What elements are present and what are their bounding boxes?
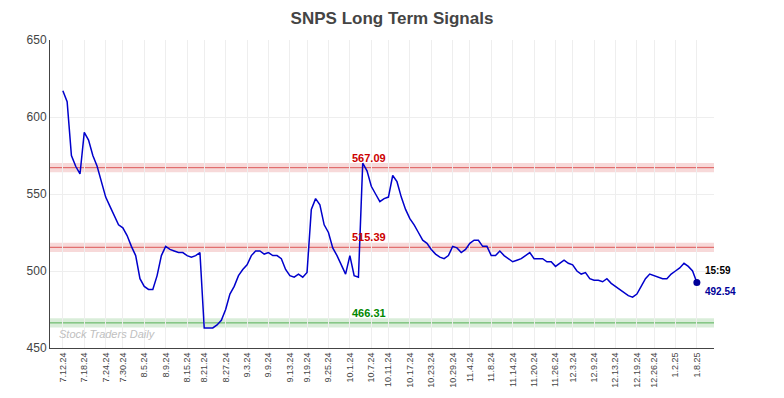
svg-text:7.30.24: 7.30.24 — [118, 353, 128, 383]
svg-text:492.54: 492.54 — [705, 286, 736, 297]
svg-text:11.20.24: 11.20.24 — [529, 353, 539, 387]
svg-text:12.13.24: 12.13.24 — [610, 353, 620, 388]
svg-text:10.17.24: 10.17.24 — [405, 353, 415, 388]
svg-text:11.26.24: 11.26.24 — [550, 353, 560, 387]
svg-text:10.7.24: 10.7.24 — [366, 353, 376, 383]
svg-text:600: 600 — [27, 110, 47, 124]
svg-text:11.8.24: 11.8.24 — [486, 353, 496, 382]
svg-text:650: 650 — [27, 33, 47, 47]
svg-text:9.25.24: 9.25.24 — [323, 353, 333, 383]
svg-text:10.29.24: 10.29.24 — [448, 353, 458, 388]
svg-text:11.4.24: 11.4.24 — [465, 353, 475, 382]
svg-text:7.18.24: 7.18.24 — [79, 353, 89, 383]
svg-text:500: 500 — [27, 264, 47, 278]
svg-text:515.39: 515.39 — [352, 231, 386, 243]
svg-text:450: 450 — [27, 341, 47, 355]
svg-text:9.3.24: 9.3.24 — [242, 353, 252, 378]
svg-text:11.14.24: 11.14.24 — [508, 353, 518, 387]
svg-text:10.23.24: 10.23.24 — [426, 353, 436, 388]
svg-text:550: 550 — [27, 187, 47, 201]
svg-text:8.9.24: 8.9.24 — [161, 353, 171, 378]
svg-text:466.31: 466.31 — [352, 307, 386, 319]
svg-text:9.13.24: 9.13.24 — [285, 353, 295, 383]
svg-text:15:59: 15:59 — [705, 265, 731, 276]
svg-text:567.09: 567.09 — [352, 152, 386, 164]
svg-text:12.3.24: 12.3.24 — [568, 353, 578, 383]
svg-text:10.11.24: 10.11.24 — [383, 353, 393, 387]
svg-text:8.21.24: 8.21.24 — [199, 353, 209, 383]
svg-text:8.15.24: 8.15.24 — [182, 353, 192, 383]
svg-text:8.5.24: 8.5.24 — [139, 353, 149, 378]
svg-text:1.2.25: 1.2.25 — [670, 353, 680, 378]
svg-text:10.1.24: 10.1.24 — [345, 353, 355, 383]
svg-text:SNPS Long Term Signals: SNPS Long Term Signals — [291, 9, 494, 28]
svg-text:8.27.24: 8.27.24 — [221, 353, 231, 383]
svg-text:9.19.24: 9.19.24 — [302, 353, 312, 383]
svg-text:7.12.24: 7.12.24 — [58, 353, 68, 383]
svg-text:Stock Traders Daily: Stock Traders Daily — [59, 328, 156, 340]
svg-text:7.24.24: 7.24.24 — [101, 353, 111, 383]
svg-text:12.19.24: 12.19.24 — [632, 353, 642, 388]
svg-text:12.26.24: 12.26.24 — [649, 353, 659, 388]
svg-text:9.9.24: 9.9.24 — [263, 353, 273, 378]
svg-text:1.8.25: 1.8.25 — [692, 353, 702, 378]
svg-text:12.9.24: 12.9.24 — [589, 353, 599, 383]
